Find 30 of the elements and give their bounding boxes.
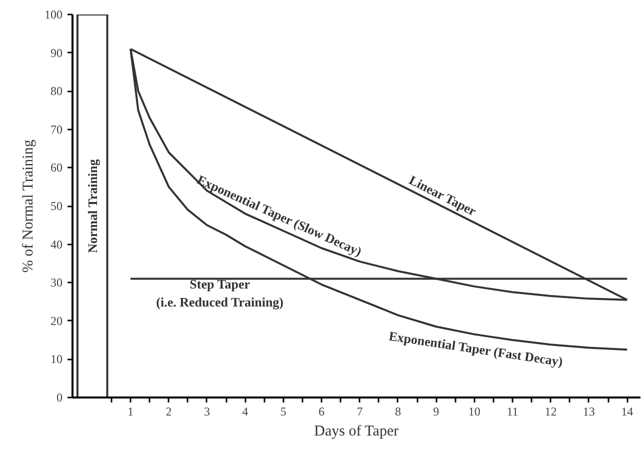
y-tick-label: 70 bbox=[50, 122, 62, 136]
y-tick-label: 80 bbox=[50, 84, 62, 98]
y-tick-label: 60 bbox=[50, 160, 62, 175]
y-tick-label: 90 bbox=[50, 46, 62, 60]
y-tick-label: 50 bbox=[50, 199, 62, 213]
x-tick-label: 12 bbox=[544, 404, 557, 418]
x-tick-label: 6 bbox=[318, 404, 325, 418]
x-tick-label: 13 bbox=[582, 404, 595, 418]
x-axis-title: Days of Taper bbox=[314, 424, 399, 440]
y-tick-label: 0 bbox=[56, 390, 62, 404]
text: Exponential Taper (Fast Decay) bbox=[388, 328, 564, 370]
x-tick-label: 2 bbox=[166, 404, 172, 418]
x-tick-label: 1 bbox=[128, 404, 134, 418]
y-tick-label: 40 bbox=[50, 237, 62, 252]
y-tick-label: 20 bbox=[50, 314, 62, 328]
y-tick-label: 100 bbox=[44, 8, 62, 22]
x-tick-label: 8 bbox=[394, 404, 401, 418]
x-tick-label: 10 bbox=[468, 404, 480, 418]
x-tick-label: 9 bbox=[433, 404, 440, 418]
y-tick-label: 30 bbox=[50, 276, 62, 290]
series-label: Normal Training bbox=[84, 158, 100, 254]
x-tick-label: 14 bbox=[621, 404, 634, 418]
y-axis-title: % of Normal Training bbox=[20, 139, 36, 273]
x-tick-label: 3 bbox=[204, 404, 210, 418]
x-tick-label: 5 bbox=[280, 404, 286, 418]
x-tick-label: 4 bbox=[242, 404, 248, 418]
y-tick-label: 10 bbox=[50, 352, 62, 366]
x-tick-label: 7 bbox=[356, 404, 363, 418]
series-label: Step Taper (i.e. Reduced Training) bbox=[156, 276, 284, 310]
x-tick-label: 11 bbox=[506, 404, 518, 418]
